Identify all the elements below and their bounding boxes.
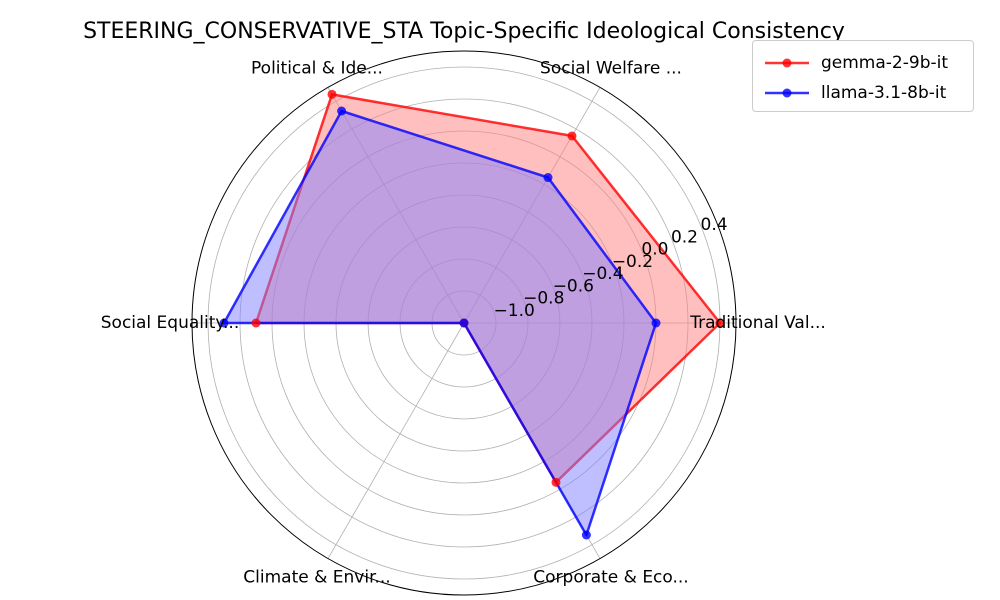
r-tick-label-2: −0.6 [553,276,594,296]
category-label-4: Climate & Envir... [243,568,390,588]
category-label-2: Political & Ide... [251,58,383,78]
r-tick-label-6: 0.2 [671,227,698,247]
series-1-point-5 [551,477,561,487]
series-polygons [222,93,722,537]
legend-swatch-series-2 [763,83,811,103]
outer-frame [191,50,737,596]
r-tick-label-0: −1.0 [494,301,535,321]
category-label-0: Traditional Val... [689,313,826,333]
series-2-point-4 [459,318,469,328]
series-2-point-3 [219,318,229,328]
legend: gemma-2-9b-it llama-3.1-8b-it [752,40,974,112]
legend-item-series-1: gemma-2-9b-it [763,49,948,77]
series-1-point-1 [567,131,577,141]
r-tick-label-5: 0.0 [641,240,668,260]
r-tick-label-3: −0.4 [582,264,623,284]
radial-tick-labels: −1.0−0.8−0.6−0.4−0.20.00.20.4 [494,215,728,321]
category-label-1: Social Welfare ... [540,58,682,78]
series-1-point-2 [327,89,337,99]
series-1-point-0 [715,318,725,328]
series-1-point-3 [251,318,261,328]
legend-item-series-2: llama-3.1-8b-it [763,79,946,107]
series-2-point-2 [337,106,347,116]
series-2-point-1 [543,173,553,183]
legend-label-series-1: gemma-2-9b-it [821,53,949,73]
r-tick-label-4: −0.2 [612,252,653,272]
grid-spoke-4 [327,322,465,559]
legend-label-series-2: llama-3.1-8b-it [821,83,947,103]
category-label-3: Social Equality... [101,313,240,333]
category-labels: Traditional Val... Social Welfare ... Poli… [101,58,826,587]
category-label-5: Corporate & Eco... [533,568,688,588]
legend-swatch-series-1 [763,53,811,73]
series-2-point-0 [651,318,661,328]
chart-title: STEERING_CONSERVATIVE_STA Topic-Specific… [83,19,845,44]
series-points [219,89,725,540]
series-2-point-5 [581,530,591,540]
r-tick-label-7: 0.4 [701,215,728,235]
r-tick-label-1: −0.8 [523,289,564,309]
